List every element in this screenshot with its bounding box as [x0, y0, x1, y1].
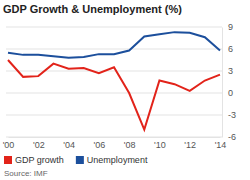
- series-line: [8, 32, 220, 58]
- legend-swatch: [4, 156, 12, 164]
- x-tick-label: '12: [184, 140, 196, 150]
- x-tick-label: '08: [124, 140, 136, 150]
- x-tick: '06: [93, 137, 105, 150]
- legend-label: GDP growth: [15, 155, 64, 165]
- x-tick: '12: [184, 137, 196, 150]
- grid: [6, 27, 222, 137]
- series-line: [8, 60, 220, 130]
- source: Source: IMF: [4, 169, 48, 178]
- x-tick: '02: [33, 137, 45, 150]
- lines: [8, 32, 220, 130]
- x-tick-label: '02: [33, 140, 45, 150]
- grid-line: [6, 27, 222, 28]
- y-axis-line: [222, 28, 223, 138]
- grid-line: [6, 115, 222, 116]
- grid-line: [6, 49, 222, 50]
- y-tick: 3: [222, 66, 233, 76]
- chart: GDP Growth & Unemployment (%) -6 -3 0 3 6 9 '00…: [0, 0, 250, 180]
- y-tick-label: -3: [228, 110, 236, 120]
- x-tick-label: '14: [215, 140, 227, 150]
- x-tick-label: '00: [3, 140, 15, 150]
- title: GDP Growth & Unemployment (%): [3, 3, 182, 15]
- x-tick-label: '10: [154, 140, 166, 150]
- x-tick-label: '06: [93, 140, 105, 150]
- x-tick-label: '04: [63, 140, 75, 150]
- legend-swatch: [76, 156, 84, 164]
- grid-line: [6, 93, 222, 94]
- y-tick-label: -6: [228, 132, 236, 142]
- x-tick: '14: [215, 137, 227, 150]
- x-axis: '00 '02 '04 '06 '08 '10 '12 '14: [3, 137, 227, 150]
- y-tick: 9: [222, 22, 233, 32]
- x-tick: '04: [63, 137, 75, 150]
- y-tick-label: 9: [228, 22, 233, 32]
- x-tick: '10: [154, 137, 166, 150]
- x-tick: '00: [3, 137, 15, 150]
- legend: GDP growth Unemployment: [4, 155, 148, 165]
- y-axis: -6 -3 0 3 6 9: [222, 22, 236, 142]
- x-tick: '08: [124, 137, 136, 150]
- y-tick: 6: [222, 44, 233, 54]
- y-tick-label: 6: [228, 44, 233, 54]
- y-tick-label: 0: [228, 88, 233, 98]
- legend-label: Unemployment: [87, 155, 148, 165]
- x-axis-line: [9, 137, 221, 138]
- y-tick-label: 3: [228, 66, 233, 76]
- y-tick: 0: [222, 88, 233, 98]
- grid-line: [6, 137, 222, 138]
- y-tick: -3: [222, 110, 236, 120]
- grid-line: [6, 71, 222, 72]
